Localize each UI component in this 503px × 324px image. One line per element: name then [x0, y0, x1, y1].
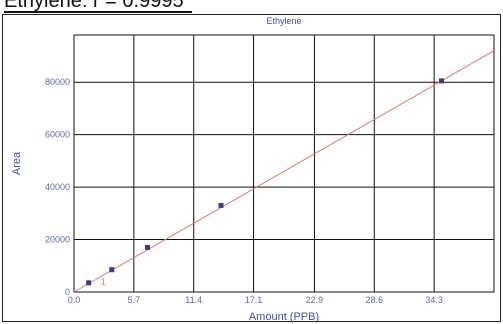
- data-point: [439, 78, 444, 84]
- grid-lines: [73, 34, 495, 293]
- fit-line-group: [73, 50, 495, 293]
- data-points: [86, 78, 444, 286]
- x-axis-ticks: 0.0 5.7 11.4 17.1 22.9 28.6 34.3: [68, 295, 443, 305]
- data-point: [109, 267, 115, 273]
- plot-area-border: [73, 34, 495, 293]
- x-axis-label: Amount (PPB): [249, 311, 319, 323]
- data-point: [145, 244, 150, 250]
- fit-line: [73, 50, 495, 293]
- x-tick-label: 22.9: [306, 295, 324, 305]
- y-tick-label: 0: [65, 287, 70, 297]
- chart-title: Ethylene: [266, 16, 301, 26]
- x-tick-label: 5.7: [128, 295, 141, 305]
- x-tick-label: 28.6: [366, 295, 384, 305]
- data-point: [218, 202, 224, 208]
- y-tick-label: 80000: [45, 77, 70, 87]
- x-tick-label: 0.0: [68, 295, 81, 305]
- point-annotation: 1: [101, 277, 106, 287]
- x-tick-label: 11.4: [185, 295, 202, 305]
- y-axis-ticks: 0 20000 40000 60000 80000: [45, 77, 70, 297]
- y-tick-label: 20000: [45, 235, 70, 245]
- y-axis-label: Area: [11, 151, 23, 175]
- y-tick-label: 60000: [45, 130, 70, 140]
- x-tick-label: 17.1: [245, 295, 263, 305]
- y-tick-label: 40000: [45, 182, 70, 192]
- caption-underline: [4, 11, 192, 13]
- chart-frame: [2, 14, 501, 322]
- chart-caption: Ethylene: r = 0.9995: [4, 0, 184, 12]
- data-point: [86, 280, 92, 286]
- x-tick-label: 34.3: [425, 295, 443, 305]
